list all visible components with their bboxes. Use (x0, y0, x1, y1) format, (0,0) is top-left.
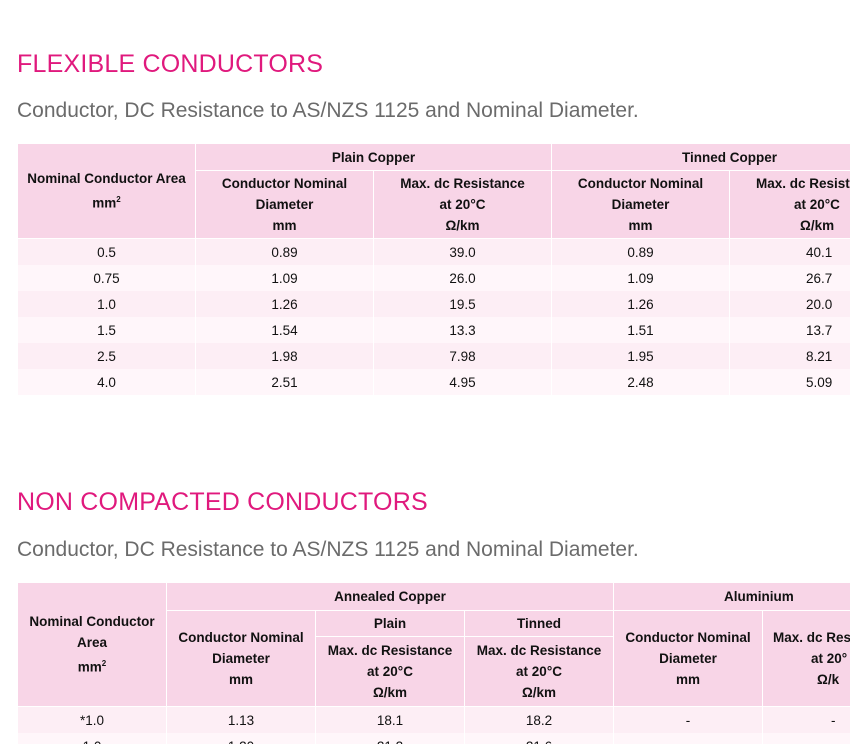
resistance-header: Max. dc Resi at 20° Ω/k (762, 610, 850, 707)
table-cell: 21.6 (463, 733, 615, 744)
table-cell: 20.0 (729, 291, 850, 317)
table-cell: 19.5 (372, 291, 553, 317)
table-cell: 4.0 (17, 369, 196, 395)
group-header-aluminium: Aluminium (613, 582, 850, 611)
table-cell: - (613, 706, 764, 733)
table-cell: 1.98 (195, 343, 374, 369)
section-title-flexible: FLEXIBLE CONDUCTORS (17, 50, 324, 78)
table-cell: 26.7 (729, 265, 850, 291)
resistance-header: Max. dc Resistance at 20°C Ω/km (372, 170, 553, 239)
table-cell (613, 733, 764, 744)
table-cell: 1.13 (166, 706, 316, 733)
table-cell: 1.5 (17, 317, 196, 343)
table-cell: 2.48 (551, 369, 731, 395)
section-subtitle-flexible: Conductor, DC Resistance to AS/NZS 1125 … (17, 99, 639, 122)
table-cell: 1.54 (195, 317, 374, 343)
table-row: 1.5 1.54 13.3 1.51 13.7 (17, 317, 850, 343)
section-title-non-compacted: NON COMPACTED CONDUCTORS (17, 488, 428, 516)
table-cell: 13.7 (729, 317, 850, 343)
table-row: 1.01.2021.221.6 (17, 733, 850, 744)
table-row: 0.75 1.09 26.0 1.09 26.7 (17, 265, 850, 291)
table-cell: 21.2 (315, 733, 465, 744)
table-cell: 2.51 (195, 369, 374, 395)
table-cell: 40.1 (729, 238, 850, 265)
group-header-tinned-copper: Tinned Copper (551, 143, 850, 171)
table-cell: 0.75 (17, 265, 196, 291)
table-cell: 1.26 (551, 291, 731, 317)
table-cell: 2.5 (17, 343, 196, 369)
table-row: 2.5 1.98 7.98 1.95 8.21 (17, 343, 850, 369)
table-cell: 0.89 (195, 238, 374, 265)
table-cell: 5.09 (729, 369, 850, 395)
non-compacted-conductors-table: Nominal Conductor Area mm2 Annealed Copp… (17, 582, 850, 744)
diameter-header: Conductor Nominal Diameter mm (551, 170, 731, 239)
table-cell: 1.09 (551, 265, 731, 291)
table-cell: 1.95 (551, 343, 731, 369)
table-cell: 26.0 (372, 265, 553, 291)
table-cell: 1.26 (195, 291, 374, 317)
table-row: 4.0 2.51 4.95 2.48 5.09 (17, 369, 850, 395)
table-cell: 1.0 (17, 733, 167, 744)
table-cell: 8.21 (729, 343, 850, 369)
table-row: 1.0 1.26 19.5 1.26 20.0 (17, 291, 850, 317)
table-cell: 39.0 (372, 238, 553, 265)
subgroup-header-plain: Plain (315, 610, 465, 637)
group-header-plain-copper: Plain Copper (194, 143, 553, 171)
diameter-header: Conductor Nominal Diameter mm (195, 170, 374, 239)
table-row: 0.5 0.89 39.0 0.89 40.1 (17, 238, 850, 265)
table-cell: 0.5 (17, 238, 196, 265)
area-header: Nominal Conductor Area mm2 (17, 582, 167, 707)
table-cell: 1.0 (17, 291, 196, 317)
table-cell: 0.89 (551, 238, 731, 265)
resistance-header: Max. dc Resistance at 20°C Ω/km (463, 636, 615, 707)
table-cell: 4.95 (372, 369, 553, 395)
table-cell: 1.09 (195, 265, 374, 291)
group-header-annealed-copper: Annealed Copper (165, 582, 615, 611)
subgroup-header-tinned: Tinned (463, 610, 615, 637)
table-cell: 7.98 (372, 343, 553, 369)
table-row: *1.0 1.13 18.1 18.2- - (17, 706, 850, 733)
table-cell: - (762, 706, 850, 733)
diameter-header: Conductor Nominal Diameter mm (166, 610, 316, 707)
table-cell: 1.51 (551, 317, 731, 343)
table-cell: 1.20 (166, 733, 316, 744)
section-subtitle-non-compacted: Conductor, DC Resistance to AS/NZS 1125 … (17, 538, 639, 561)
resistance-header: Max. dc Resist at 20°C Ω/km (729, 170, 850, 239)
flexible-conductors-table: Nominal Conductor Area mm2 Plain Copper … (17, 143, 850, 395)
diameter-header: Conductor Nominal Diameter mm (613, 610, 764, 707)
table-cell: 18.1 (315, 706, 465, 733)
table-cell: *1.0 (17, 706, 167, 733)
table-cell: 13.3 (372, 317, 553, 343)
resistance-header: Max. dc Resistance at 20°C Ω/km (315, 636, 465, 707)
table-cell: 18.2 (463, 706, 615, 733)
area-header: Nominal Conductor Area mm2 (17, 143, 196, 239)
table-cell (762, 733, 850, 744)
